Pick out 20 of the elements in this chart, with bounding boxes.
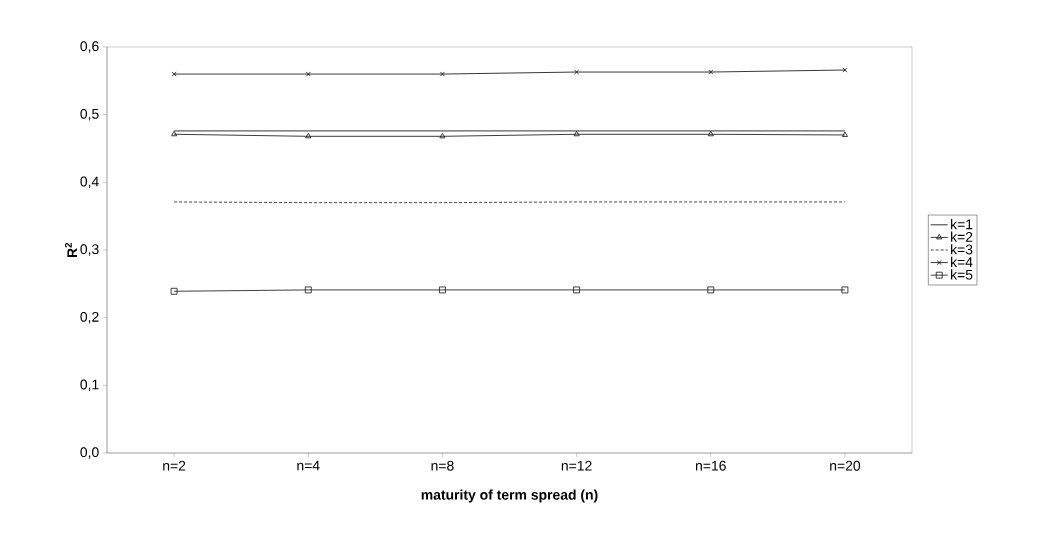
x-tick-label: n=4 [297,460,320,471]
x-tick-label: n=20 [830,460,861,471]
legend-label: k=3 [951,244,973,255]
y-tick-label: 0,6 [80,41,99,53]
y-tick-label: 0,5 [80,108,99,121]
legend-label: k=1 [951,219,973,230]
x-tick-label: n=12 [561,460,592,471]
x-tick-label: n=16 [695,460,726,471]
y-tick-label: 0,3 [80,244,99,256]
x-tick-label: n=2 [163,460,186,471]
legend-label: k=4 [951,256,973,267]
x-tick-label: n=8 [431,460,454,471]
y-axis-title: R$^{2}$ [64,242,77,258]
y-tick-label: 0,4 [80,176,99,189]
y-tick-label: 0,0 [80,447,99,459]
y-tick-label: 0,1 [80,379,99,392]
legend-label: k=2 [951,231,973,242]
x-axis-title: maturity of term spread (n) [421,489,598,503]
legend-label: k=5 [951,269,973,280]
y-tick-label: 0,2 [80,311,99,324]
